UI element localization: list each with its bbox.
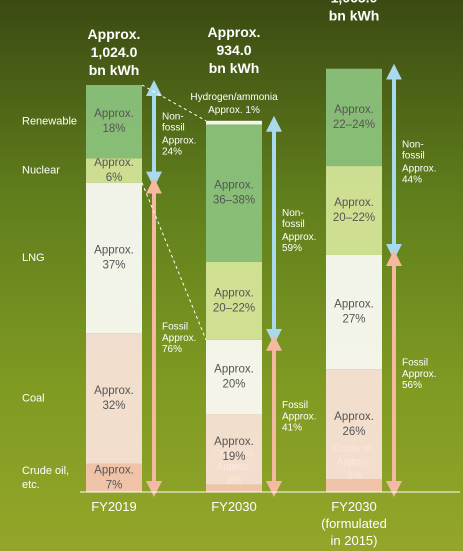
bar-segment [206,120,262,125]
bar-segment [86,158,142,183]
bar-segment [326,166,382,255]
group-label: Non-fossil [162,111,185,133]
bar-segment [326,68,382,167]
bar-segment [86,463,142,492]
bar-segment [86,85,142,159]
group-value: Approx. 24% [162,135,196,157]
segment-label: Approx. 27% [334,299,374,326]
bar-segment [86,182,142,334]
segment-label: Approx. 22–24% [333,104,375,131]
series-label: LNG [22,252,45,264]
group-value: Approx. 41% [282,411,316,433]
group-label: Non-fossil [402,139,425,161]
bar-segment [326,254,382,370]
segment-label: Approx. 6% [94,157,134,184]
series-label: Renewable [22,116,77,128]
group-label: Fossil [162,321,188,332]
segment-label: Approx. 20–22% [333,197,375,224]
bar-segment [86,333,142,464]
series-label: Crude oil,etc. [22,465,69,491]
segment-label: Approx. 20% [214,363,254,390]
bar-segment [326,369,382,480]
bar-total: Approx.1,065.0bn kWh [328,0,381,23]
segment-label: Approx. 26% [334,411,374,438]
group-label: Fossil [282,400,308,411]
bar-segment [206,414,262,485]
guide-line [141,182,207,340]
series-label: Coal [22,392,45,404]
group-value: Approx. 76% [162,332,196,354]
bar-total: Approx. 934.0 bn kWh [208,23,261,75]
bar-total: Approx. 1,024.0 bn kWh [88,26,141,78]
category-label: FY2030 [211,499,257,514]
segment-label: Approx. 36–38% [213,180,255,207]
series-label: Hydrogen/ammonia [190,91,278,102]
group-label: Non-fossil [282,207,305,229]
bar-segment [206,124,262,262]
category-label: FY2019 [91,499,137,514]
segment-label: Approx. 32% [94,385,134,412]
bar-segment [206,339,262,415]
segment-label: Approx. 20–22% [213,287,255,314]
group-value: Approx. 56% [402,369,436,391]
bar-segment [206,261,262,340]
segment-label: Approx. 18% [94,108,134,135]
bar-segment [326,479,382,492]
bar-segment [206,484,262,492]
segment-label: Approx. 19% [214,436,254,463]
guide-line [141,84,207,122]
segment-label: Approx. 1% [208,104,260,115]
series-label: Nuclear [22,164,60,176]
category-label: FY2030 (formulated in 2015) [321,499,387,548]
segment-label: Approx. 7% [94,464,134,491]
group-label: Fossil [402,357,428,368]
segment-label: Approx. 37% [94,245,134,272]
group-value: Approx. 44% [402,163,436,185]
group-value: Approx. 59% [282,231,316,253]
